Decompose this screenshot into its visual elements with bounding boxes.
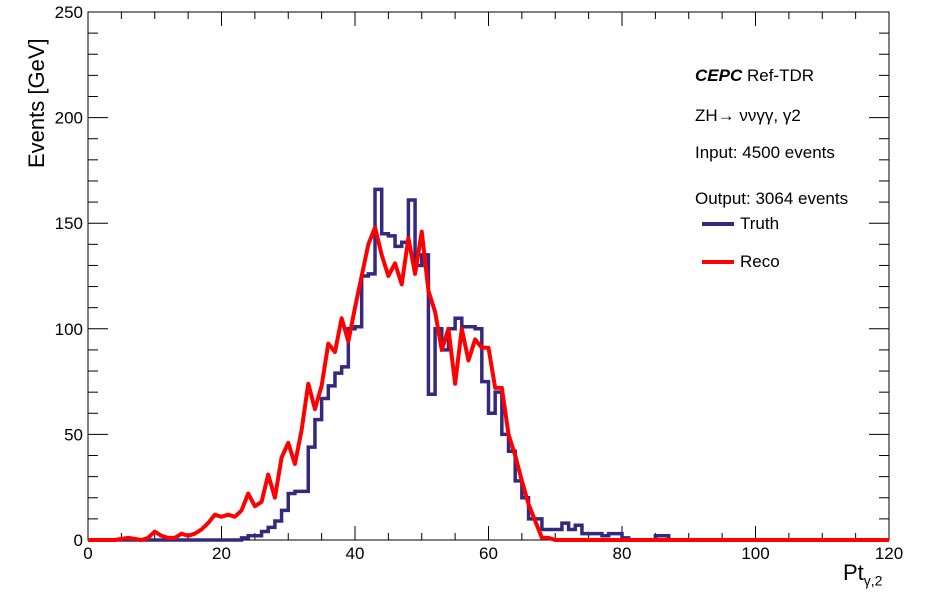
- legend-label-reco: Reco: [740, 252, 780, 271]
- y-tick-label: 250: [55, 3, 83, 22]
- legend-entry-truth: Truth: [702, 214, 779, 234]
- y-tick-label: 200: [55, 109, 83, 128]
- legend-label-truth: Truth: [740, 214, 780, 233]
- x-tick-label: 60: [479, 544, 498, 563]
- legend-swatch-truth: [702, 222, 734, 226]
- y-axis-ticks: 0 50 100 150 200 250: [55, 3, 889, 550]
- x-tick-label: 100: [741, 544, 769, 563]
- x-axis-title: Ptγ,2: [843, 560, 882, 588]
- x-axis-ticks: 0 20 40 60 80 100 120: [83, 12, 903, 563]
- x-tick-label: 40: [346, 544, 365, 563]
- process-label: ZH→ ννγγ, γ2: [695, 106, 801, 125]
- y-tick-label: 50: [64, 425, 83, 444]
- x-tick-label: 0: [83, 544, 92, 563]
- x-axis-title-sub: γ,2: [863, 572, 883, 589]
- legend-swatch-reco: [702, 260, 734, 264]
- experiment-name: CEPC: [695, 66, 743, 85]
- legend-entry-reco: Reco: [702, 252, 780, 272]
- y-tick-label: 100: [55, 320, 83, 339]
- x-tick-label: 120: [875, 544, 903, 563]
- output-events-label: Output: 3064 events: [695, 189, 849, 208]
- y-tick-label: 0: [74, 531, 83, 550]
- y-tick-label: 150: [55, 214, 83, 233]
- cepc-label: CEPC Ref-TDR: [695, 66, 814, 86]
- x-tick-label: 80: [613, 544, 632, 563]
- x-axis-title-main: Pt: [843, 560, 864, 585]
- experiment-tag: Ref-TDR: [746, 66, 815, 85]
- input-events-label: Input: 4500 events: [695, 143, 835, 162]
- x-tick-label: 20: [212, 544, 231, 563]
- series-truth-line: [88, 187, 889, 542]
- frame: [87, 11, 890, 541]
- series-layer: [88, 187, 889, 542]
- y-axis-title: Events [GeV]: [24, 38, 49, 168]
- series-reco-line: [88, 225, 889, 542]
